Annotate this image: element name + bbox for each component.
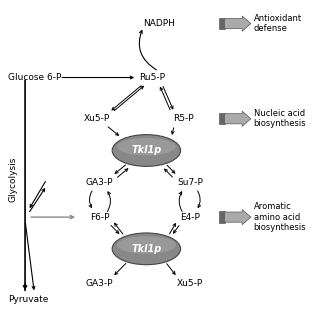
Text: Glucose 6-P: Glucose 6-P [8,73,61,82]
FancyBboxPatch shape [220,212,225,223]
Text: Su7-P: Su7-P [177,178,203,187]
Text: Xu5-P: Xu5-P [84,114,110,123]
Text: F6-P: F6-P [90,212,109,222]
Text: Tkl1p: Tkl1p [131,244,162,254]
Text: Aromatic
amino acid
biosynthesis: Aromatic amino acid biosynthesis [254,202,306,232]
Ellipse shape [117,236,176,254]
FancyArrow shape [224,16,251,31]
Text: Tkl1p: Tkl1p [131,146,162,156]
Ellipse shape [112,135,180,166]
Text: Nucleic acid
biosynthesis: Nucleic acid biosynthesis [254,109,306,128]
Text: Pyruvate: Pyruvate [8,295,48,304]
Text: GA3-P: GA3-P [86,178,114,187]
FancyArrow shape [224,111,251,126]
Text: R5-P: R5-P [173,114,194,123]
Text: E4-P: E4-P [180,212,200,222]
Ellipse shape [112,233,180,265]
FancyBboxPatch shape [220,18,225,29]
Text: Xu5-P: Xu5-P [177,279,203,288]
FancyArrow shape [224,210,251,225]
Text: NADPH: NADPH [143,19,175,28]
Text: Antioxidant
defense: Antioxidant defense [254,14,302,33]
Ellipse shape [117,138,176,156]
Text: Ru5-P: Ru5-P [140,73,165,82]
Text: GA3-P: GA3-P [86,279,114,288]
Text: Glycolysis: Glycolysis [8,156,17,202]
FancyBboxPatch shape [220,113,225,124]
